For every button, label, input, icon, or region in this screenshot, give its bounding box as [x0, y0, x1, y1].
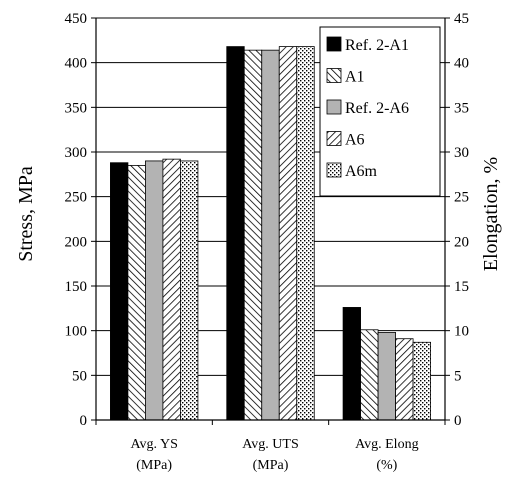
bar — [226, 46, 245, 421]
category-label: (%) — [376, 458, 397, 473]
legend-label: Ref. 2-A6 — [345, 100, 409, 117]
right-axis-ticks: 0 5 10 15 20 25 30 35 40 45 — [445, 11, 469, 429]
bar — [127, 164, 146, 421]
legend-swatch — [326, 99, 342, 115]
bars — [110, 46, 431, 421]
bar — [342, 307, 361, 421]
legend-label: A6 — [345, 132, 365, 149]
category-label: (MPa) — [136, 458, 172, 473]
left-tick-label: 350 — [65, 100, 88, 116]
left-tick-label: 200 — [65, 234, 88, 250]
bar — [360, 329, 379, 421]
bar — [278, 46, 298, 421]
category-label: Avg. UTS — [242, 437, 299, 452]
category-label: Avg. Elong — [355, 437, 419, 452]
left-tick-label: 0 — [80, 413, 88, 429]
legend-label: A1 — [345, 69, 365, 86]
left-tick-label: 450 — [65, 11, 88, 27]
bar — [261, 49, 280, 421]
left-tick-label: 300 — [65, 145, 88, 161]
category-label: Avg. YS — [130, 437, 177, 452]
right-tick-label: 20 — [454, 234, 469, 250]
right-tick-label: 5 — [454, 368, 462, 384]
legend-swatch — [326, 131, 342, 146]
left-tick-label: 50 — [72, 368, 87, 384]
bar — [110, 162, 129, 421]
category-labels: Avg. YS (MPa) Avg. UTS (MPa) Avg. Elong (%) — [130, 437, 418, 473]
legend-label: A6m — [345, 163, 378, 180]
bar — [180, 160, 199, 421]
legend: Ref. 2-A1 A1 Ref. 2-A6 A6 A6m — [319, 26, 441, 197]
y-axis-title-left: Stress, MPa — [15, 166, 37, 262]
right-tick-label: 45 — [454, 11, 469, 27]
category-label: (MPa) — [253, 458, 289, 473]
bar — [145, 160, 164, 421]
axes — [95, 18, 446, 425]
right-tick-label: 0 — [454, 413, 462, 429]
bar — [296, 46, 315, 421]
legend-swatch — [326, 68, 342, 83]
right-tick-label: 25 — [454, 190, 469, 206]
right-tick-label: 30 — [454, 145, 469, 161]
right-tick-label: 35 — [454, 100, 469, 116]
bar — [243, 49, 263, 421]
right-tick-label: 40 — [454, 56, 469, 72]
bar — [162, 158, 181, 421]
bar — [395, 338, 414, 421]
legend-label: Ref. 2-A1 — [345, 37, 409, 54]
left-tick-label: 100 — [65, 324, 88, 340]
left-tick-label: 150 — [65, 279, 88, 295]
left-tick-label: 250 — [65, 190, 88, 206]
y-axis-title-right: Elongation, % — [480, 157, 502, 271]
left-axis-ticks: 0 50 100 150 200 250 300 350 400 450 — [65, 11, 96, 429]
right-tick-label: 10 — [454, 324, 469, 340]
legend-swatch — [326, 162, 342, 178]
left-tick-label: 400 — [65, 56, 88, 72]
bar — [377, 332, 396, 421]
bar — [412, 341, 431, 421]
legend-swatch — [326, 36, 342, 52]
right-tick-label: 15 — [454, 279, 469, 295]
